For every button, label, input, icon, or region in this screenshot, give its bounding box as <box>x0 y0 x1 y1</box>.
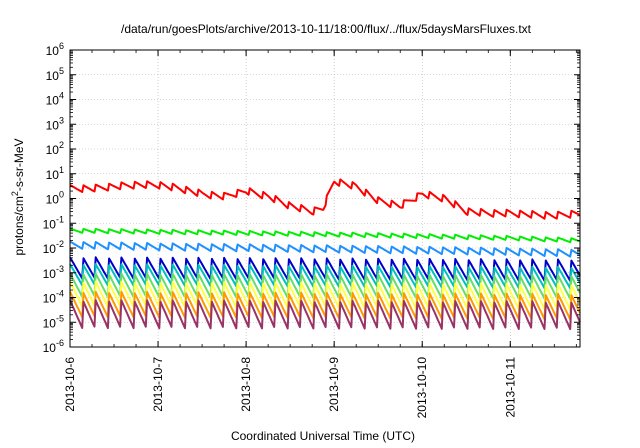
series-line <box>69 280 581 311</box>
series-line <box>69 240 581 258</box>
y-tick-label: 10-1 <box>43 214 64 231</box>
series-line <box>69 227 581 244</box>
plot-frame <box>69 49 581 348</box>
axes: 10-6 10-5 10-4 10-3 10-2 10-1 100 101 102 103 104 1… <box>43 41 581 419</box>
x-tick-label: 2013-10-10 <box>415 357 429 419</box>
x-tick-label: 2013-10-7 <box>151 357 165 412</box>
y-tick-label: 100 <box>46 190 64 207</box>
y-tick-label: 105 <box>46 66 64 83</box>
series-layer <box>69 178 581 331</box>
series-line <box>69 290 581 321</box>
y-axis-label: protons/cm2-s-sr-MeV <box>10 138 26 255</box>
series-line <box>69 256 581 282</box>
chart-title: /data/run/goesPlots/archive/2013-10-11/1… <box>121 22 532 36</box>
y-tick-label: 10-3 <box>43 264 64 281</box>
y-tick-label: 10-2 <box>43 239 64 256</box>
x-axis-label: Coordinated Universal Time (UTC) <box>231 429 415 443</box>
y-tick-label: 103 <box>46 115 64 132</box>
x-tick-label: 2013-10-8 <box>239 357 253 412</box>
x-tick-label: 2013-10-6 <box>63 357 77 412</box>
y-tick-label: 10-5 <box>43 313 64 330</box>
y-tick-label: 10-6 <box>43 338 64 355</box>
series-line <box>69 263 581 290</box>
y-tick-label: 106 <box>46 41 64 58</box>
y-tick-label: 104 <box>46 91 64 108</box>
y-tick-label: 101 <box>46 165 64 182</box>
y-tick-label: 10-4 <box>43 289 64 306</box>
series-line <box>69 299 581 331</box>
series-line <box>69 178 581 220</box>
x-tick-label: 2013-10-9 <box>327 357 341 412</box>
y-tick-label: 102 <box>46 140 64 157</box>
series-line <box>69 272 581 300</box>
x-tick-label: 2013-10-11 <box>503 357 517 418</box>
